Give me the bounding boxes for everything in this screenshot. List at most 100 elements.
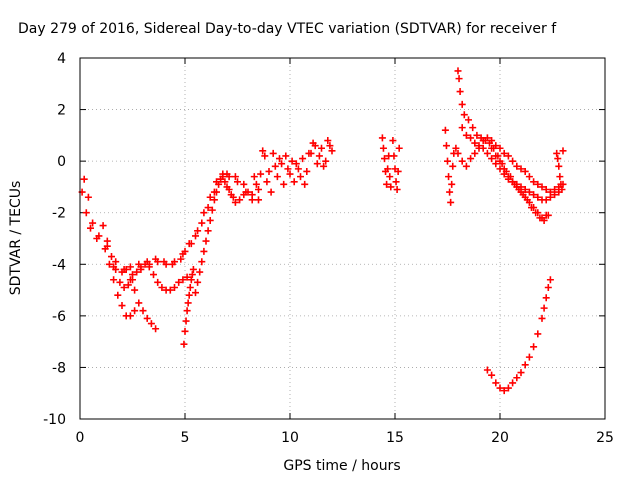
data-point — [546, 276, 554, 284]
data-point — [471, 139, 479, 147]
data-point — [261, 152, 269, 160]
data-point — [467, 155, 475, 163]
data-point — [263, 178, 271, 186]
data-point — [456, 88, 464, 96]
data-point — [108, 253, 115, 261]
data-point — [452, 144, 460, 152]
data-point — [87, 224, 94, 232]
series-track-f — [180, 265, 197, 348]
data-point — [496, 157, 504, 165]
data-point — [538, 183, 546, 191]
data-point — [110, 276, 118, 284]
data-point — [326, 142, 334, 150]
data-point — [328, 147, 336, 155]
data-point — [441, 126, 449, 134]
data-point — [553, 149, 561, 157]
data-point — [95, 232, 103, 240]
data-point — [525, 353, 533, 361]
data-point — [200, 209, 208, 217]
data-point — [221, 178, 229, 186]
data-point — [194, 227, 202, 235]
data-point — [447, 198, 455, 206]
data-point — [446, 188, 454, 196]
data-point — [282, 152, 290, 160]
data-point — [449, 162, 457, 170]
y-tick-label: -4 — [52, 257, 66, 273]
data-point — [303, 167, 311, 175]
series-track-p — [488, 144, 550, 222]
data-point — [198, 258, 206, 266]
data-point — [188, 271, 196, 279]
data-point — [177, 255, 185, 263]
x-tick-label: 10 — [281, 430, 299, 446]
data-point — [458, 157, 466, 165]
data-point — [215, 180, 223, 188]
data-point — [504, 384, 512, 392]
data-point — [206, 193, 214, 201]
data-point — [496, 144, 504, 152]
data-point — [139, 307, 147, 315]
y-tick-label: -2 — [52, 206, 66, 222]
data-point — [444, 157, 451, 165]
data-point — [126, 276, 134, 284]
data-point — [542, 196, 550, 204]
data-point — [131, 286, 139, 294]
data-point — [166, 286, 174, 294]
data-point — [500, 149, 508, 157]
data-point — [462, 131, 470, 139]
data-point — [521, 193, 529, 201]
series-track-c — [99, 222, 191, 294]
data-point — [267, 188, 275, 196]
data-point — [465, 116, 472, 124]
data-point — [473, 131, 481, 139]
data-point — [309, 139, 317, 147]
data-point — [513, 183, 521, 191]
data-point — [559, 147, 567, 155]
data-point — [324, 137, 332, 145]
data-point — [206, 216, 214, 224]
y-tick-label: -6 — [52, 309, 66, 325]
data-point — [276, 155, 283, 163]
data-point — [483, 134, 491, 142]
plot-frame — [79, 57, 606, 420]
data-point — [492, 160, 500, 168]
data-point — [513, 374, 521, 382]
data-point — [492, 142, 500, 150]
data-point — [189, 265, 197, 273]
data-point — [126, 312, 134, 320]
data-point — [538, 314, 546, 322]
data-point — [525, 188, 533, 196]
data-point — [255, 186, 262, 194]
data-point — [204, 227, 212, 235]
data-point — [534, 330, 542, 338]
data-point — [147, 320, 155, 328]
data-point — [182, 317, 190, 325]
data-point — [271, 162, 279, 170]
data-point — [530, 204, 538, 212]
data-point — [383, 180, 391, 188]
data-point — [517, 188, 525, 196]
series-track-b — [80, 170, 262, 279]
data-point — [292, 160, 300, 168]
data-point — [255, 196, 262, 204]
data-point — [509, 379, 517, 387]
series-track-k — [389, 137, 403, 194]
grid-layer — [80, 58, 605, 419]
data-point — [219, 173, 227, 181]
x-tick-label: 15 — [386, 430, 404, 446]
data-point — [181, 327, 189, 335]
data-point — [320, 162, 328, 170]
data-point — [82, 209, 90, 217]
data-point — [318, 144, 325, 152]
data-point — [284, 165, 292, 173]
data-point — [223, 170, 231, 178]
data-point — [390, 152, 398, 160]
data-point — [442, 142, 450, 150]
data-point — [240, 191, 248, 199]
data-point — [114, 291, 122, 299]
data-point — [540, 304, 548, 312]
data-point — [89, 219, 97, 227]
data-point — [288, 157, 296, 165]
data-point — [488, 155, 496, 163]
data-point — [500, 165, 508, 173]
